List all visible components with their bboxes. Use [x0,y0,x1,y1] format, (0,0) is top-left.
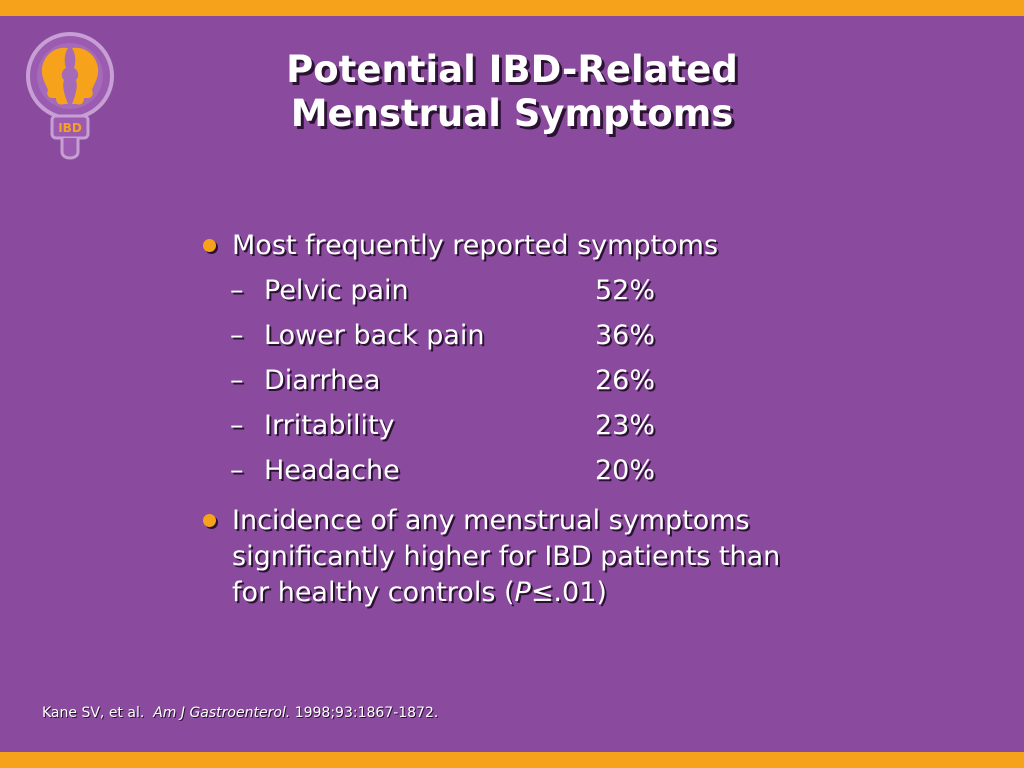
bullet-text: Most frequently reported symptoms [232,230,719,261]
symptom-label: Irritability [264,410,395,441]
p-value-symbol: P [514,577,531,608]
bullet-item: Incidence of any menstrual symptoms sign… [200,503,840,611]
slide-content: Most frequently reported symptoms – Pelv… [200,228,840,611]
symptom-row: – Diarrhea 26% [200,358,840,403]
citation-authors: Kane SV, et al. [42,705,145,721]
slide: IBD Potential IBD-Related Menstrual Symp… [0,16,1024,752]
title-line-1: Potential IBD-Related [286,48,738,91]
bullet-line: for healthy controls (P≤.01) [232,575,840,611]
symptom-row: – Headache 20% [200,448,840,493]
symptom-label: Diarrhea [264,365,381,396]
bullet-text: Incidence of any menstrual symptoms sign… [232,503,840,611]
line-prefix: for healthy controls ( [232,577,515,608]
symptom-row: – Irritability 23% [200,403,840,448]
symptom-value: 52% [595,275,656,306]
symptom-value: 20% [595,455,656,486]
symptom-list: – Pelvic pain 52% – Lower back pain 36% … [200,268,840,493]
bullet-dot-icon [203,239,216,252]
female-symbol-faces-icon: IBD [26,32,114,160]
bullet-item: Most frequently reported symptoms [200,228,840,264]
dash-icon: – [230,455,244,486]
bullet-dot-icon [203,514,216,527]
citation-journal: Am J Gastroenterol. [153,705,291,721]
symptom-value: 36% [595,320,656,351]
citation-details: 1998;93:1867-1872. [294,705,439,721]
symptom-value: 23% [595,410,656,441]
dash-icon: – [230,365,244,396]
symptom-label: Headache [264,455,400,486]
dash-icon: – [230,320,244,351]
citation: Kane SV, et al. Am J Gastroenterol. 1998… [42,704,438,722]
symptom-label: Pelvic pain [264,275,409,306]
title-line-2: Menstrual Symptoms [290,92,734,135]
dash-icon: – [230,410,244,441]
symptom-row: – Pelvic pain 52% [200,268,840,313]
symptom-row: – Lower back pain 36% [200,313,840,358]
slide-title: Potential IBD-Related Menstrual Symptoms [200,48,824,136]
bullet-line: Incidence of any menstrual symptoms [232,505,750,536]
dash-icon: – [230,275,244,306]
logo-text: IBD [58,121,82,135]
bullet-line: significantly higher for IBD patients th… [232,541,781,572]
symptom-value: 26% [595,365,656,396]
line-suffix: ≤.01) [530,577,607,608]
symptom-label: Lower back pain [264,320,485,351]
